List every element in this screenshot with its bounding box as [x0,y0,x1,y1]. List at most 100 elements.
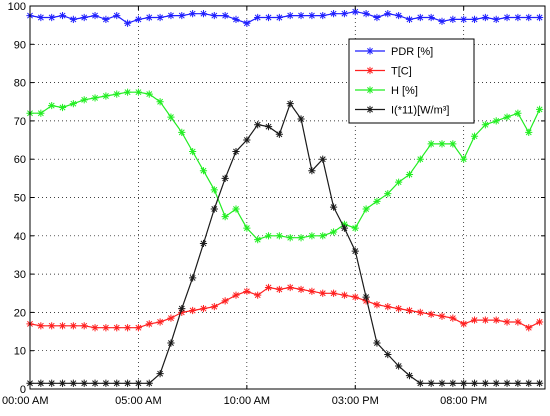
data-point [48,379,56,387]
data-point [156,318,164,326]
data-point [449,379,457,387]
data-point [384,190,392,198]
data-point [319,155,327,163]
y-tick-label: 70 [14,116,26,128]
data-point [286,100,294,108]
data-point [351,247,359,255]
data-point [362,205,370,213]
data-point [167,339,175,347]
data-point [134,15,143,24]
data-point [492,117,500,125]
x-tick-label: 08:00 PM [440,395,487,407]
data-point [254,13,262,22]
data-point [514,13,522,22]
data-point [373,339,381,347]
data-point [427,13,435,22]
data-point [319,11,327,20]
data-point [123,324,132,332]
data-point [221,11,229,20]
data-point [221,213,229,221]
data-point [69,15,77,24]
data-point [232,205,240,213]
data-point [438,312,446,320]
data-point [210,303,218,311]
data-point [351,224,359,232]
data-point [373,301,381,309]
data-point [286,234,294,242]
data-point [80,379,88,387]
data-point [340,10,349,18]
data-point [80,13,88,22]
data-point [525,128,533,136]
data-point [232,15,240,24]
x-tick-label: 03:00 PM [332,395,379,407]
y-tick-label: 100 [8,1,26,13]
data-point [395,304,403,313]
data-point [102,92,110,100]
data-point [156,13,164,22]
data-point [351,293,359,301]
data-point [199,304,208,313]
data-point [460,320,468,328]
data-point [481,121,489,129]
data-point [113,90,121,98]
data-point [113,324,121,332]
data-point [416,379,424,387]
data-point [48,101,56,110]
data-point [91,324,99,332]
data-point [286,283,294,292]
data-point [254,291,262,299]
data-point [286,11,294,20]
data-point [210,205,218,213]
data-point [384,303,392,311]
data-point [275,232,283,240]
data-point [503,113,511,121]
data-point [395,178,403,186]
data-point [416,13,424,22]
data-point [145,13,153,22]
x-tick-label: 00:00 AM [2,395,48,407]
data-point [37,379,45,387]
data-point [232,291,240,299]
data-point [210,186,218,194]
data-point [535,105,544,114]
data-point [362,297,370,305]
data-point [37,322,45,330]
data-point [481,379,489,387]
data-point [58,379,67,387]
data-point [91,11,99,20]
legend-label: H [%] [391,85,418,97]
data-point [405,170,414,179]
data-point [264,123,273,131]
data-point [145,379,153,387]
data-point [449,140,457,148]
data-point [221,297,229,305]
data-point [199,239,208,248]
series-3 [26,100,544,387]
data-point [221,174,229,182]
data-point [449,314,457,322]
legend-swatch-marker [366,86,374,94]
data-point [297,285,305,294]
data-point [199,167,208,175]
data-point [362,10,370,18]
axis-layer: 0 10 20 30 40 50 60 70 80 90 100 00:00 AM 05:00 AM 10… [2,1,545,407]
data-point [167,11,175,20]
x-tick-label: 05:00 AM [115,395,161,407]
data-point [319,232,327,240]
data-point [535,13,544,22]
y-tick-label: 40 [14,231,26,243]
data-point [340,220,349,228]
data-point [329,228,338,236]
series-1 [26,283,544,332]
data-point [405,306,414,315]
data-point [329,289,338,297]
data-point [189,274,197,282]
data-point [275,285,283,294]
data-point [449,15,457,24]
data-point [329,203,338,211]
data-point [134,88,143,96]
data-point [264,13,273,22]
data-point [102,15,110,24]
